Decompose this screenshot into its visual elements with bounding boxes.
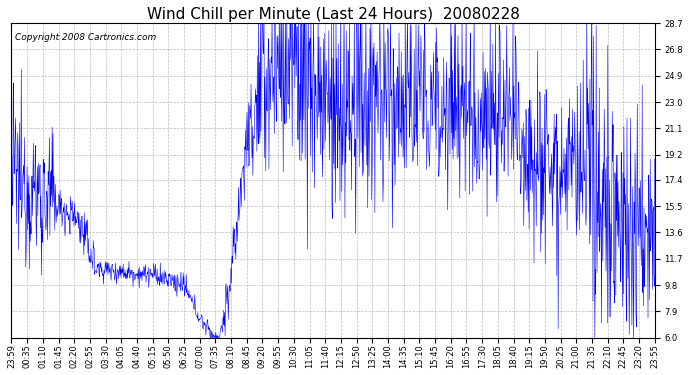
Text: Copyright 2008 Cartronics.com: Copyright 2008 Cartronics.com (14, 33, 156, 42)
Title: Wind Chill per Minute (Last 24 Hours)  20080228: Wind Chill per Minute (Last 24 Hours) 20… (147, 7, 520, 22)
